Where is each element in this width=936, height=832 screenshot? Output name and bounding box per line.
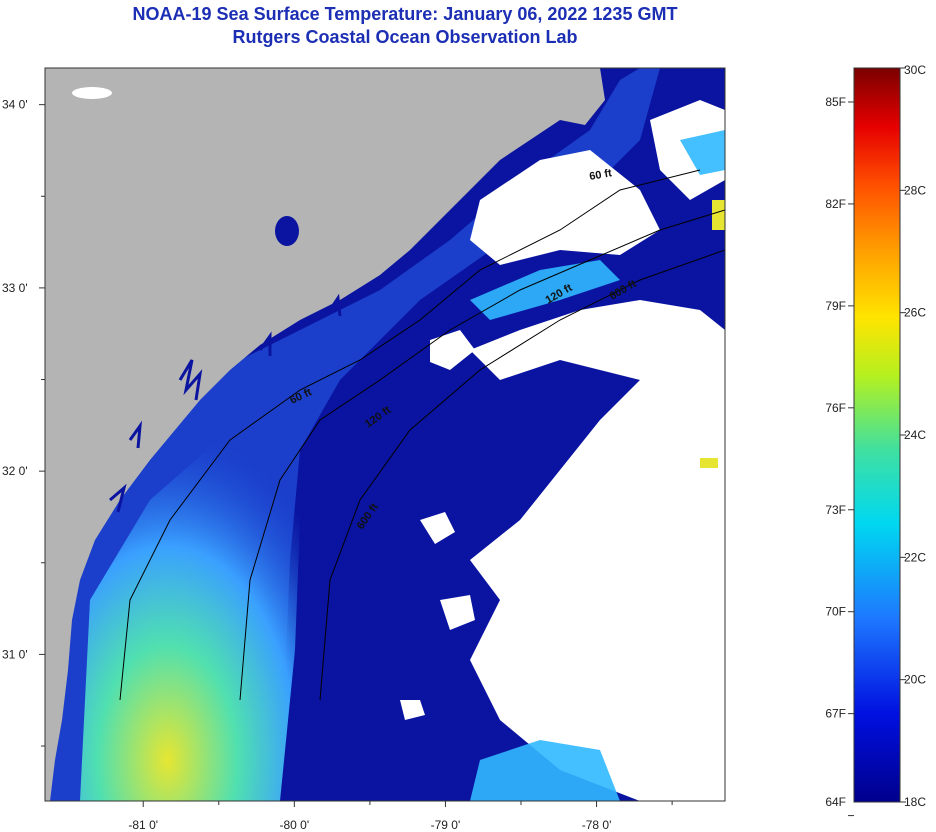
c-scale-label: 20C <box>904 673 926 687</box>
c-scale-label: 22C <box>904 550 926 564</box>
cool-patches <box>470 130 725 801</box>
lat-tick-label: 33 0' <box>2 281 28 295</box>
depth-contours <box>119 169 725 701</box>
f-scale-label: 64F <box>825 795 846 809</box>
map-title: NOAA-19 Sea Surface Temperature: January… <box>132 4 678 24</box>
f-scale-label: 70F <box>825 605 846 619</box>
cloud-cover <box>400 100 725 801</box>
estuaries <box>109 293 342 513</box>
f-scale-label: 85F <box>825 95 846 109</box>
lon-tick-label: -78 0' <box>582 818 612 832</box>
contour-label: 60 ft <box>588 167 613 183</box>
c-scale-label: 26C <box>904 306 926 320</box>
color-scale-ticks: 30C 28C 26C 24C 22C 20C 18C 85F 82F 79F 76F 73F 70F 6… <box>825 63 926 817</box>
f-scale-label: 76F <box>825 401 846 415</box>
lon-tick-label: -79 0' <box>431 818 461 832</box>
map-subtitle: Rutgers Coastal Ocean Observation Lab <box>232 27 578 47</box>
lat-tick-label: 34 0' <box>2 98 28 112</box>
lon-tick-label: -81 0' <box>128 818 158 832</box>
lat-tick-label: 31 0' <box>2 647 28 661</box>
lon-tick-label: -80 0' <box>280 818 310 832</box>
c-scale-label: 18C <box>904 795 926 809</box>
f-scale-label: 79F <box>825 299 846 313</box>
f-scale-label: 73F <box>825 503 846 517</box>
color-scale-bar <box>853 67 901 803</box>
c-scale-label: 28C <box>904 183 926 197</box>
f-scale-label: 67F <box>825 707 846 721</box>
map-frame <box>44 67 726 802</box>
lat-tick-label: 32 0' <box>2 464 28 478</box>
graticule: 34 0' 33 0' 32 0' 31 0' -81 0' -80 0' -79 0' -7… <box>2 98 673 832</box>
inland-cloud <box>72 87 112 99</box>
land-area <box>45 68 605 801</box>
f-scale-label: 82F <box>825 197 846 211</box>
c-scale-label: 30C <box>904 63 926 77</box>
warm-water-plume <box>80 390 330 801</box>
inland-lake <box>275 216 299 246</box>
warm-patches <box>700 200 725 468</box>
c-scale-label: 24C <box>904 428 926 442</box>
